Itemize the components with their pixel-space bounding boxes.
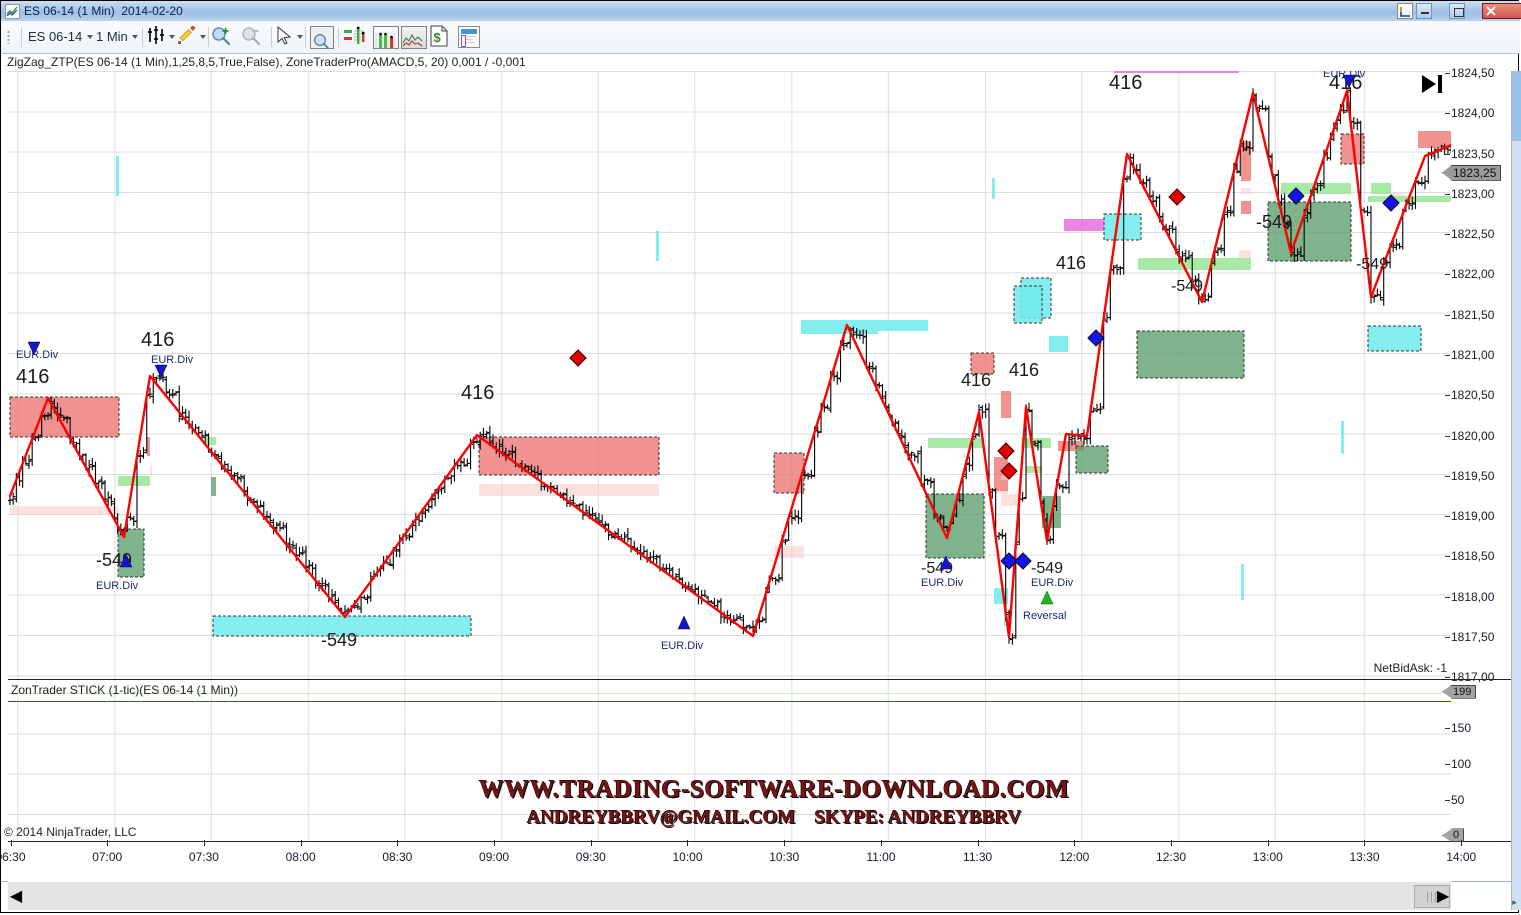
svg-text:EUR.Div: EUR.Div — [96, 580, 139, 592]
svg-text:EUR.Div: EUR.Div — [151, 354, 194, 366]
svg-text:416: 416 — [961, 370, 991, 390]
svg-text:-549: -549 — [1171, 278, 1203, 295]
svg-text:EUR.Div: EUR.Div — [16, 349, 59, 361]
svg-text:-549: -549 — [1356, 256, 1388, 273]
svg-text:EUR.Div: EUR.Div — [921, 577, 964, 589]
svg-text:416: 416 — [16, 366, 49, 388]
svg-text:EUR.Div: EUR.Div — [661, 640, 704, 652]
svg-text:416: 416 — [141, 329, 174, 351]
svg-text:416: 416 — [461, 382, 494, 404]
svg-text:-549: -549 — [321, 630, 357, 650]
svg-text:416: 416 — [1009, 360, 1039, 380]
svg-text:416: 416 — [1056, 253, 1086, 273]
svg-text:Reversal: Reversal — [1023, 610, 1066, 622]
svg-text:EUR.Div: EUR.Div — [1031, 577, 1074, 589]
svg-text:-549: -549 — [1031, 560, 1063, 577]
svg-text:$: $ — [434, 30, 442, 45]
svg-text:-549: -549 — [1256, 212, 1292, 232]
svg-text:416: 416 — [1109, 72, 1142, 94]
